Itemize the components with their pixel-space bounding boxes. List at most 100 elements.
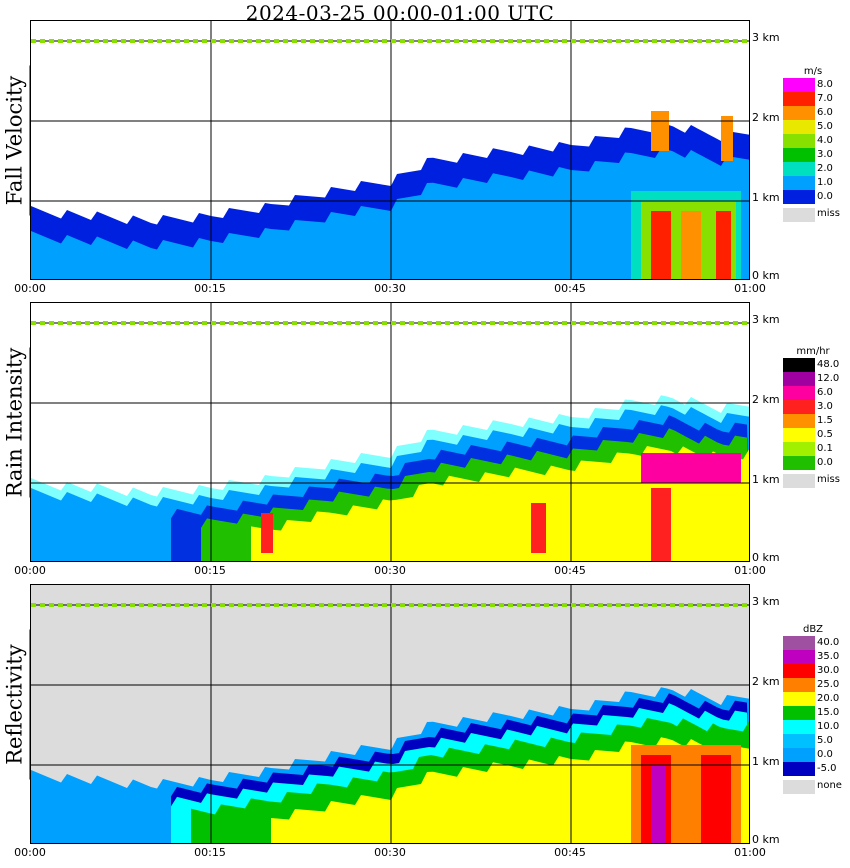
echo-cell [261, 513, 273, 553]
x-tick-label: 00:30 [374, 846, 406, 859]
clutter-speck [229, 321, 234, 325]
clutter-speck [130, 603, 135, 607]
clutter-speck [310, 321, 315, 325]
legend-label: 3.0 [817, 149, 833, 160]
clutter-speck [220, 39, 225, 43]
legend-swatch [783, 762, 815, 776]
clutter-speck [184, 39, 189, 43]
clutter-speck [490, 321, 495, 325]
legend-label: 1.0 [817, 177, 833, 188]
heatmap-svg [31, 21, 749, 279]
clutter-speck [562, 603, 567, 607]
clutter-speck [679, 321, 684, 325]
clutter-speck [40, 321, 45, 325]
clutter-speck [229, 39, 234, 43]
legend-entry: 6.0 [783, 386, 843, 400]
clutter-speck [526, 321, 531, 325]
legend-missing-label: miss [817, 208, 840, 219]
clutter-speck [364, 321, 369, 325]
clutter-speck [67, 321, 72, 325]
legend-entry: 35.0 [783, 650, 843, 664]
legend-label: 7.0 [817, 93, 833, 104]
clutter-speck [283, 603, 288, 607]
y-tick-label: 0 km [752, 551, 780, 564]
clutter-speck [688, 39, 693, 43]
clutter-speck [544, 321, 549, 325]
legend-entry: 0.0 [783, 190, 843, 204]
clutter-speck [580, 603, 585, 607]
clutter-speck [706, 603, 711, 607]
clutter-speck [382, 39, 387, 43]
clutter-speck [319, 603, 324, 607]
legend-entry: 0.0 [783, 748, 843, 762]
legend-label: 25.0 [817, 679, 840, 690]
legend-entry: 0.5 [783, 428, 843, 442]
clutter-speck [400, 39, 405, 43]
clutter-speck [193, 321, 198, 325]
y-tick-label: 2 km [752, 393, 780, 406]
clutter-speck [94, 321, 99, 325]
legend-label: 3.0 [817, 401, 833, 412]
y-tick-label: 0 km [752, 833, 780, 846]
clutter-speck [310, 603, 315, 607]
clutter-speck [436, 321, 441, 325]
clutter-speck [247, 603, 252, 607]
y-tick-label: 1 km [752, 755, 780, 768]
legend-entry: 1.0 [783, 176, 843, 190]
legend-swatch [783, 134, 815, 148]
legend-swatch [783, 428, 815, 442]
echo-cell [716, 211, 731, 279]
clutter-speck [697, 321, 702, 325]
clutter-speck [526, 39, 531, 43]
y-axis-label: Fall Velocity [0, 65, 31, 216]
legend-swatch [783, 372, 815, 386]
legend-unit: dBZ [802, 624, 824, 635]
legend-label: 0.5 [817, 429, 833, 440]
legend-swatch [783, 720, 815, 734]
clutter-speck [256, 603, 261, 607]
clutter-speck [517, 603, 522, 607]
clutter-speck [679, 603, 684, 607]
legend-label: 0.1 [817, 443, 833, 454]
clutter-speck [643, 321, 648, 325]
clutter-speck [562, 39, 567, 43]
clutter-speck [76, 603, 81, 607]
clutter-speck [598, 603, 603, 607]
legend-label: 4.0 [817, 135, 833, 146]
clutter-speck [409, 39, 414, 43]
legend-swatch [783, 748, 815, 762]
legend-label: 0.0 [817, 457, 833, 468]
legend-swatch [783, 650, 815, 664]
clutter-speck [643, 39, 648, 43]
clutter-speck [445, 603, 450, 607]
clutter-speck [175, 603, 180, 607]
clutter-speck [103, 39, 108, 43]
clutter-speck [301, 39, 306, 43]
legend-entry: 6.0 [783, 106, 843, 120]
clutter-speck [463, 39, 468, 43]
clutter-speck [454, 39, 459, 43]
clutter-speck [301, 603, 306, 607]
legend-entry: 5.0 [783, 734, 843, 748]
clutter-speck [490, 603, 495, 607]
clutter-speck [688, 321, 693, 325]
clutter-speck [436, 39, 441, 43]
clutter-speck [733, 603, 738, 607]
clutter-speck [517, 39, 522, 43]
clutter-speck [427, 603, 432, 607]
legend-entry: 4.0 [783, 134, 843, 148]
clutter-speck [589, 603, 594, 607]
clutter-speck [346, 603, 351, 607]
clutter-speck [283, 321, 288, 325]
legend-entry: 0.1 [783, 442, 843, 456]
panel-fall-velocity: Fall Velocity m/s 8.0 7.0 6.0 5.0 4.0 3.0 2.0 1… [0, 0, 850, 295]
legend-label: 5.0 [817, 735, 833, 746]
x-tick-label: 00:45 [554, 282, 586, 295]
clutter-speck [49, 39, 54, 43]
clutter-speck [715, 603, 720, 607]
legend-label: 6.0 [817, 387, 833, 398]
x-tick-label: 00:15 [194, 846, 226, 859]
clutter-speck [697, 603, 702, 607]
legend-missing-label: miss [817, 474, 840, 485]
clutter-speck [526, 603, 531, 607]
